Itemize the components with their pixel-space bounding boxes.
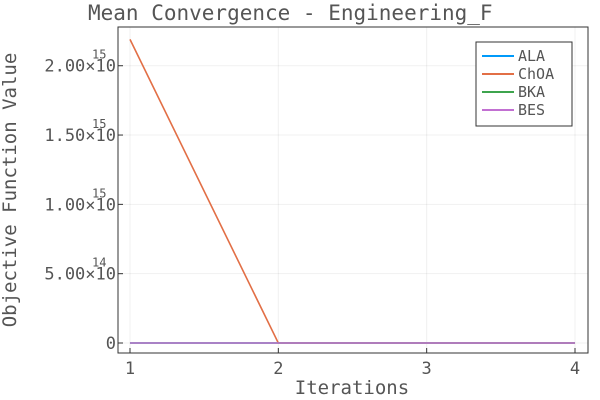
x-tick-label: 4 <box>570 359 580 379</box>
legend-label-choa: ChOA <box>518 65 554 83</box>
series-lines <box>129 39 575 344</box>
y-axis-label: Objective Function Value <box>0 53 21 328</box>
legend-label-bes: BES <box>518 101 545 119</box>
y-tick-exponent: 14 <box>92 256 106 270</box>
plot-frame <box>117 26 589 354</box>
y-tick-exponent: 15 <box>92 117 106 131</box>
legend-label-ala: ALA <box>518 47 545 65</box>
y-tick-exponent: 15 <box>92 186 106 200</box>
x-tick-label: 3 <box>422 359 432 379</box>
y-tick-exponent: 15 <box>92 48 106 62</box>
chart-title: Mean Convergence - Engineering_F <box>88 1 493 25</box>
y-tick-label: 1.50×10 <box>44 126 116 146</box>
legend-label-bka: BKA <box>518 83 545 101</box>
y-tick-label: 2.00×10 <box>44 57 116 77</box>
x-tick-label: 1 <box>125 359 135 379</box>
y-tick-label: 1.00×10 <box>44 195 116 215</box>
y-tick-label: 5.00×10 <box>44 265 116 285</box>
x-axis-label: Iterations <box>295 377 409 399</box>
axis-ticks: 1 2 3 405.00×10141.00×10151.50×10152.00×101… <box>44 48 580 379</box>
x-tick-label: 2 <box>273 359 283 379</box>
y-tick-label: 0 <box>106 334 116 354</box>
